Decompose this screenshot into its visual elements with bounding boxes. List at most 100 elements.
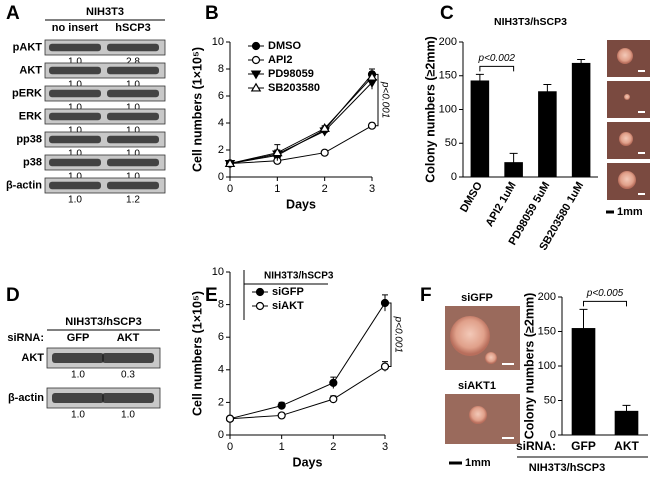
legend-label: siAKT bbox=[272, 300, 304, 312]
blot-band bbox=[52, 353, 104, 363]
y-tick-label: 8 bbox=[218, 299, 224, 311]
colony-thumbnails: 1mm bbox=[606, 40, 650, 218]
image-label: siAKT1 bbox=[458, 380, 496, 392]
bar bbox=[614, 410, 639, 435]
lane-prefix: siRNA: bbox=[7, 332, 44, 344]
blot-row-label: pp38 bbox=[16, 133, 42, 145]
x-tick-label: GFP bbox=[571, 439, 596, 453]
y-tick-label: 150 bbox=[439, 70, 457, 82]
marker bbox=[380, 362, 390, 371]
blot-band bbox=[49, 66, 101, 75]
marker bbox=[319, 123, 330, 132]
blot-row-label: pAKT bbox=[13, 41, 43, 53]
y-axis-label: Cell numbers (1×10⁵) bbox=[190, 47, 204, 172]
blot-quant: 1.0 bbox=[68, 195, 82, 206]
bar bbox=[571, 328, 596, 435]
blot-band bbox=[49, 135, 101, 144]
marker bbox=[251, 41, 261, 51]
blot-quant: 1.0 bbox=[68, 57, 82, 68]
x-tick-label: 1 bbox=[274, 183, 280, 195]
blot-quant: 1.0 bbox=[68, 80, 82, 91]
panel-label: B bbox=[205, 3, 219, 24]
lane-label: GFP bbox=[67, 332, 90, 344]
marker bbox=[277, 401, 286, 410]
y-tick-label: 2 bbox=[218, 396, 224, 408]
blot-row-label: AKT bbox=[21, 352, 44, 364]
blot-band bbox=[107, 112, 159, 121]
sig-bracket bbox=[479, 65, 515, 72]
blot-band bbox=[107, 89, 159, 98]
blot-quant: 1.0 bbox=[126, 80, 140, 91]
y-tick-label: 8 bbox=[218, 63, 224, 75]
sig-bracket bbox=[388, 302, 392, 368]
sig-bracket bbox=[583, 300, 627, 307]
y-tick-label: 0 bbox=[451, 171, 457, 183]
y-tick-label: 100 bbox=[439, 103, 457, 115]
y-tick-label: 4 bbox=[218, 364, 224, 376]
marker bbox=[255, 287, 265, 297]
blot-quant: 1.0 bbox=[126, 172, 140, 183]
y-tick-label: 4 bbox=[218, 117, 224, 129]
chart-title: NIH3T3/hSCP3 bbox=[494, 16, 567, 28]
series-line bbox=[229, 302, 386, 420]
marker bbox=[329, 395, 338, 404]
legend-label: siGFP bbox=[272, 286, 304, 298]
blot-row-label: ERK bbox=[19, 110, 42, 122]
y-tick-label: 50 bbox=[445, 137, 457, 149]
blot-quant: 1.0 bbox=[71, 410, 85, 421]
marker bbox=[277, 411, 286, 420]
bar bbox=[538, 91, 557, 177]
y-tick-label: 0 bbox=[550, 429, 556, 441]
blot-quant: 1.0 bbox=[126, 126, 140, 137]
blot-band bbox=[102, 353, 154, 363]
annotation: p<0.001 bbox=[379, 81, 390, 118]
x-tick-label: 1 bbox=[279, 441, 285, 453]
marker bbox=[250, 82, 262, 92]
category-prefix: siRNA: bbox=[516, 439, 556, 453]
y-tick-label: 100 bbox=[538, 360, 556, 372]
series-line bbox=[229, 366, 386, 420]
y-tick-label: 6 bbox=[218, 331, 224, 343]
marker bbox=[250, 70, 262, 80]
legend-label: PD98059 bbox=[268, 68, 314, 80]
blot-band bbox=[107, 158, 159, 167]
bar bbox=[504, 162, 523, 177]
blot-band bbox=[49, 112, 101, 121]
blot-quant: 1.0 bbox=[126, 149, 140, 160]
y-tick-label: 50 bbox=[544, 394, 556, 406]
bar bbox=[571, 62, 591, 177]
blot-quant: 0.3 bbox=[121, 370, 135, 381]
x-tick-label: 2 bbox=[322, 183, 328, 195]
legend-title: NIH3T3/hSCP3 bbox=[264, 271, 334, 282]
scale-label: 1mm bbox=[465, 457, 491, 469]
blot-quant: 1.0 bbox=[68, 149, 82, 160]
blot-row-label: β-actin bbox=[6, 179, 42, 191]
blot-header: NIH3T3/hSCP3 bbox=[65, 316, 141, 328]
blot-row-label: pERK bbox=[12, 87, 42, 99]
marker bbox=[366, 71, 378, 81]
blot-row-label: AKT bbox=[19, 64, 42, 76]
marker bbox=[251, 55, 261, 65]
panel-label: D bbox=[6, 285, 20, 306]
y-axis-label: Colony numbers (≥2mm) bbox=[423, 36, 437, 182]
sig-bracket bbox=[375, 73, 379, 127]
blot-quant: 1.0 bbox=[121, 410, 135, 421]
x-tick-label: 3 bbox=[382, 441, 388, 453]
blot-band bbox=[49, 181, 101, 190]
y-tick-label: 10 bbox=[212, 266, 224, 278]
x-axis-label: Days bbox=[286, 197, 316, 211]
legend-label: DMSO bbox=[268, 40, 301, 52]
marker bbox=[320, 148, 329, 157]
blot-quant: 1.0 bbox=[68, 103, 82, 114]
y-tick-label: 2 bbox=[218, 144, 224, 156]
group-label: NIH3T3/hSCP3 bbox=[529, 462, 605, 474]
blot-quant: 1.0 bbox=[126, 103, 140, 114]
blot-row-label: p38 bbox=[23, 156, 42, 168]
marker bbox=[272, 147, 283, 157]
blot-band bbox=[102, 393, 154, 403]
x-tick-label: API2 1uM bbox=[484, 180, 519, 229]
x-tick-label: AKT bbox=[614, 439, 639, 453]
blot-band bbox=[107, 43, 159, 52]
panel-label: F bbox=[420, 285, 432, 306]
